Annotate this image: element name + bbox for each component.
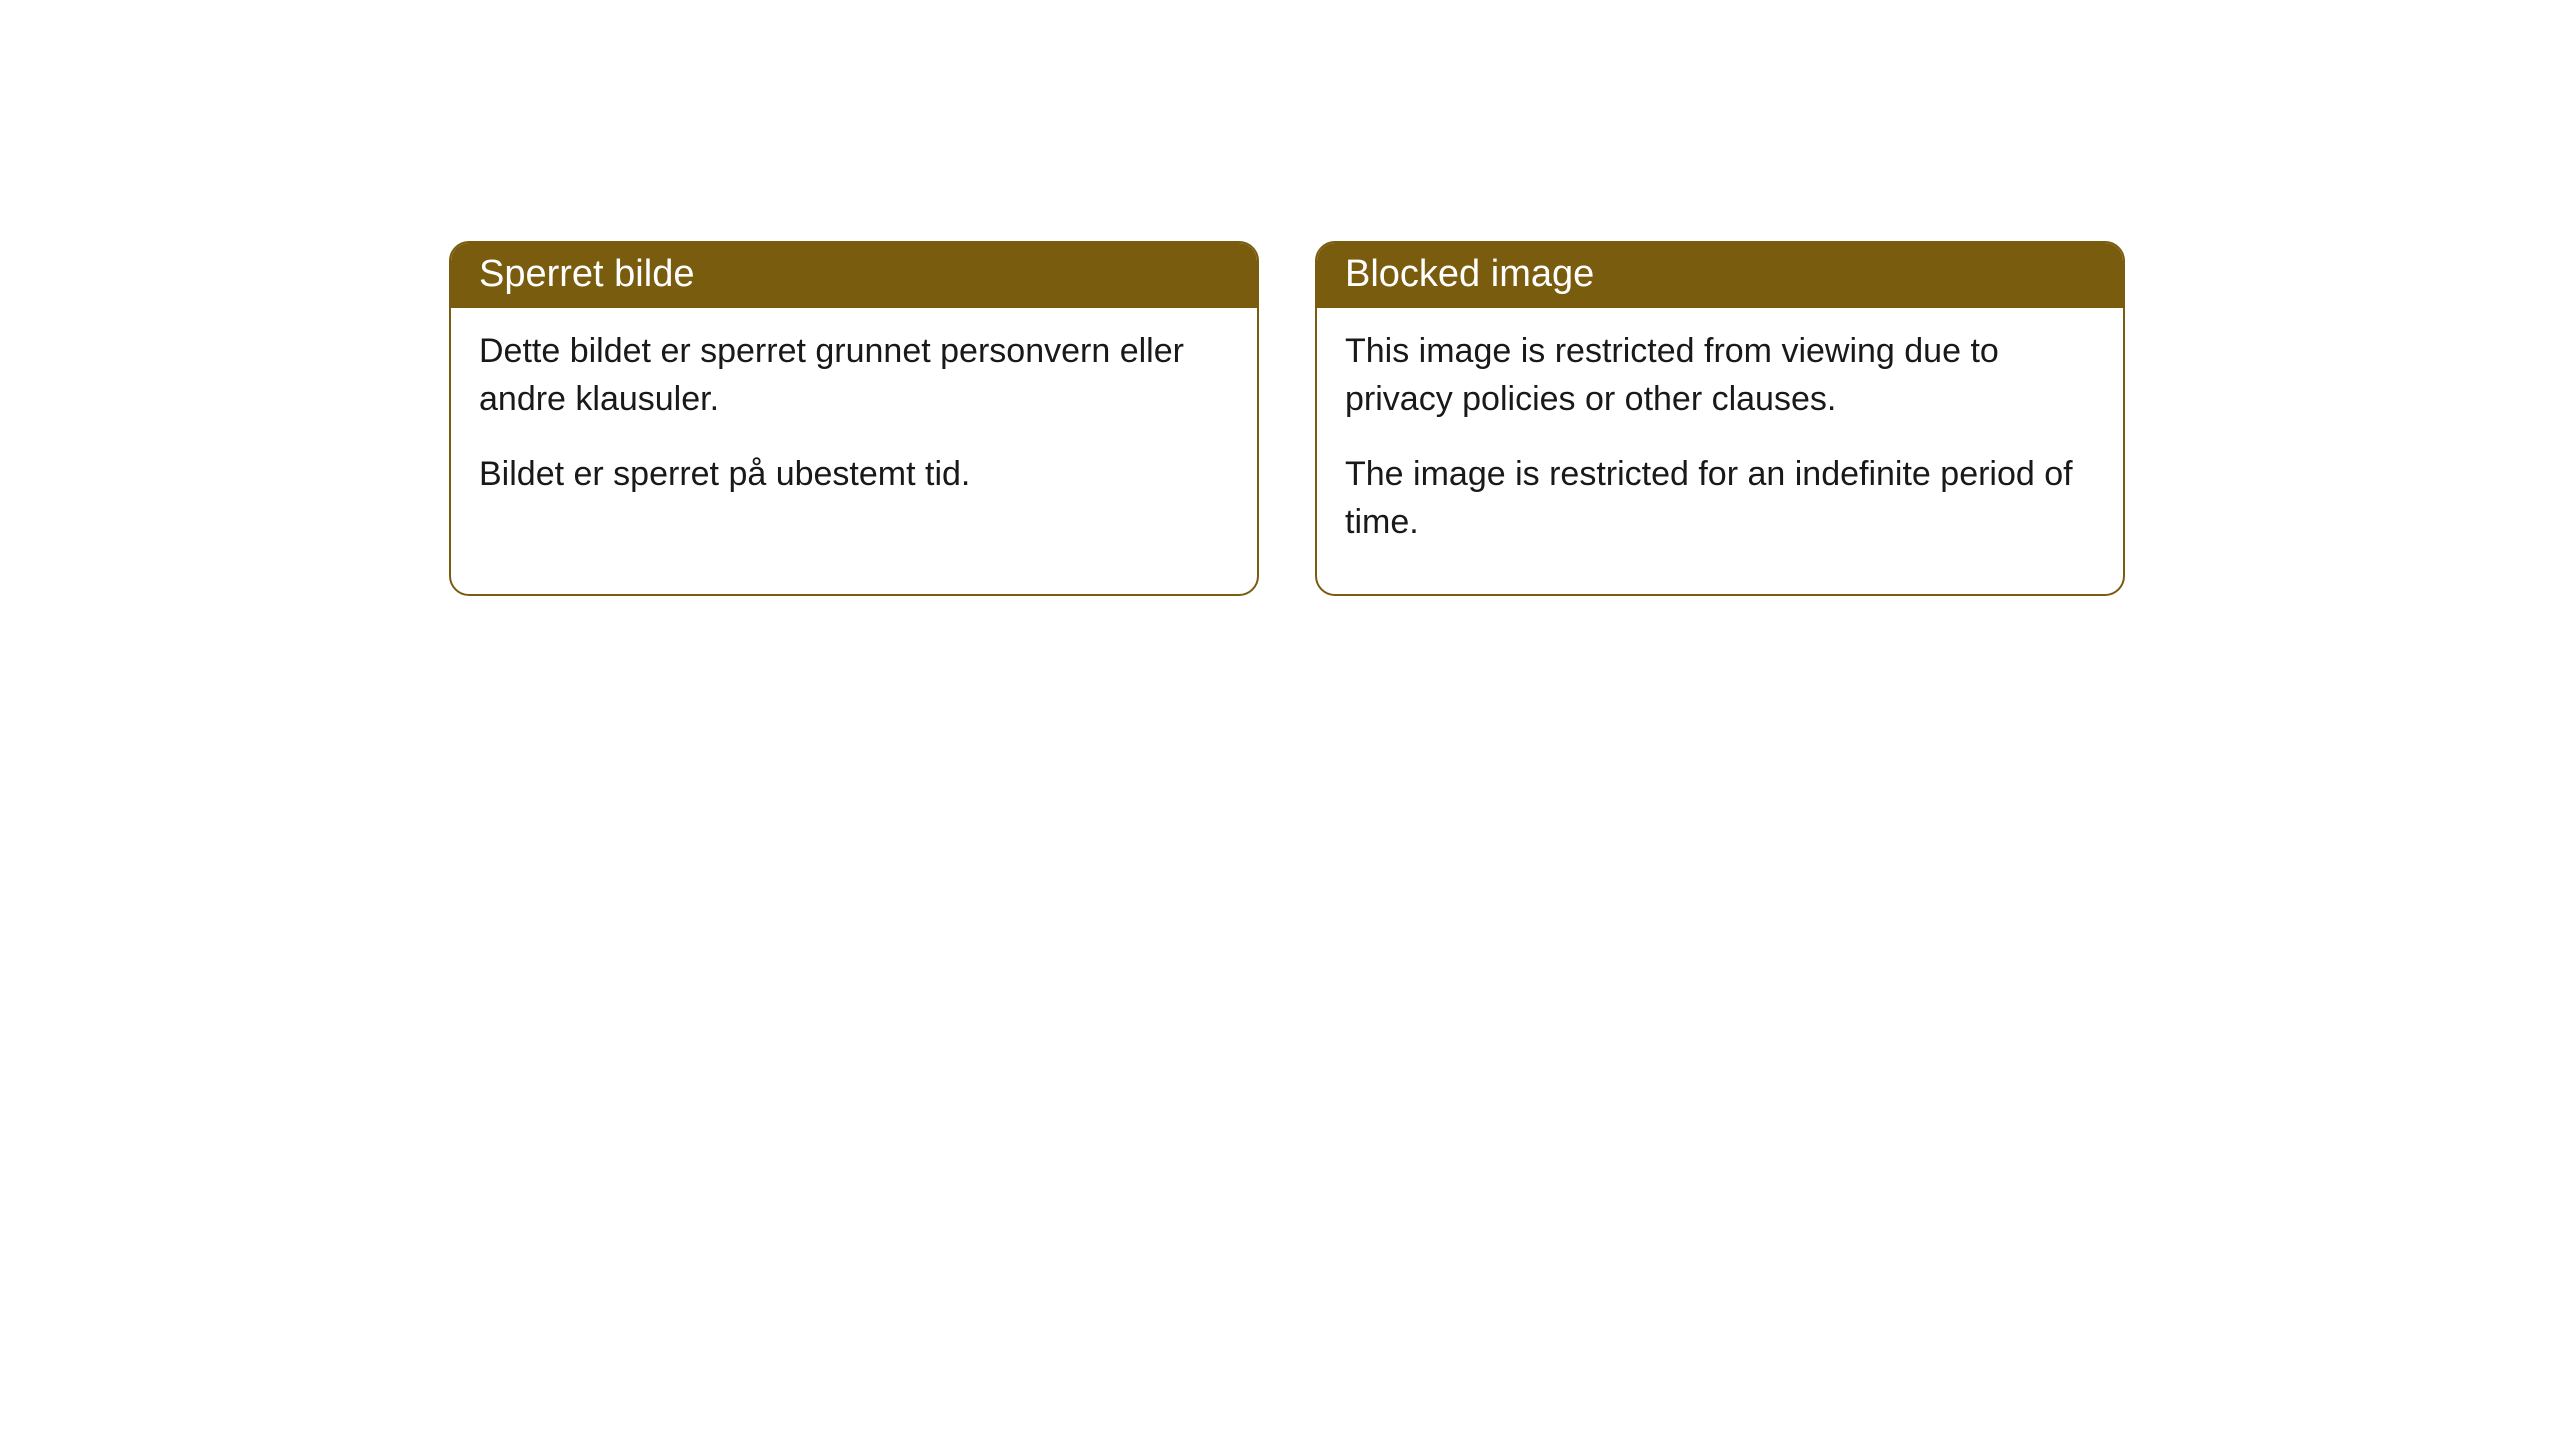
card-header-english: Blocked image: [1317, 243, 2123, 308]
card-body-norwegian: Dette bildet er sperret grunnet personve…: [451, 308, 1257, 547]
card-paragraph-2: The image is restricted for an indefinit…: [1345, 451, 2095, 546]
card-paragraph-1: Dette bildet er sperret grunnet personve…: [479, 328, 1229, 423]
card-norwegian: Sperret bilde Dette bildet er sperret gr…: [449, 241, 1259, 596]
card-english: Blocked image This image is restricted f…: [1315, 241, 2125, 596]
cards-container: Sperret bilde Dette bildet er sperret gr…: [449, 241, 2125, 596]
card-paragraph-2: Bildet er sperret på ubestemt tid.: [479, 451, 1229, 499]
card-body-english: This image is restricted from viewing du…: [1317, 308, 2123, 594]
card-header-norwegian: Sperret bilde: [451, 243, 1257, 308]
card-paragraph-1: This image is restricted from viewing du…: [1345, 328, 2095, 423]
